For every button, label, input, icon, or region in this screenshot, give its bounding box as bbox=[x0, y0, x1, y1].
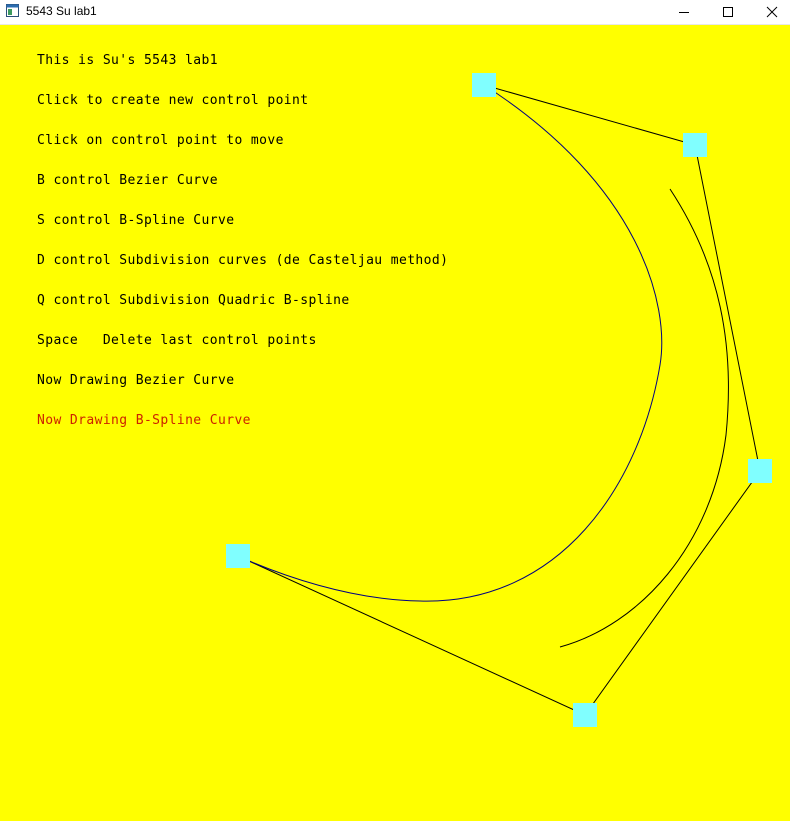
info-key-b: B control Bezier Curve bbox=[37, 173, 218, 188]
info-title: This is Su's 5543 lab1 bbox=[37, 53, 218, 68]
close-button[interactable] bbox=[750, 0, 790, 24]
app-window-icon bbox=[6, 4, 19, 17]
info-key-q: Q control Subdivision Quadric B-spline bbox=[37, 293, 350, 308]
control-polygon bbox=[237, 84, 761, 716]
close-icon bbox=[766, 6, 778, 18]
info-key-s: S control B-Spline Curve bbox=[37, 213, 235, 228]
window-title: 5543 Su lab1 bbox=[26, 4, 97, 18]
control-point[interactable] bbox=[472, 73, 496, 97]
status-bezier: Now Drawing Bezier Curve bbox=[37, 373, 235, 388]
maximize-button[interactable] bbox=[706, 0, 750, 24]
drawing-canvas[interactable]: This is Su's 5543 lab1 Click to create n… bbox=[0, 25, 790, 821]
info-key-space: Space Delete last control points bbox=[37, 333, 317, 348]
minimize-button[interactable] bbox=[662, 0, 706, 24]
info-key-d: D control Subdivision curves (de Castelj… bbox=[37, 253, 449, 268]
control-point[interactable] bbox=[226, 544, 250, 568]
title-bar[interactable]: 5543 Su lab1 bbox=[0, 0, 790, 25]
bspline-curve bbox=[559, 188, 729, 648]
info-click-move: Click on control point to move bbox=[37, 133, 284, 148]
maximize-icon bbox=[723, 7, 733, 17]
bezier-curve bbox=[237, 84, 663, 602]
minimize-icon bbox=[679, 12, 689, 13]
curve-scene bbox=[226, 73, 772, 727]
control-point[interactable] bbox=[748, 459, 772, 483]
control-point[interactable] bbox=[683, 133, 707, 157]
status-bspline: Now Drawing B-Spline Curve bbox=[37, 413, 251, 428]
control-point[interactable] bbox=[573, 703, 597, 727]
info-click-create: Click to create new control point bbox=[37, 93, 309, 108]
